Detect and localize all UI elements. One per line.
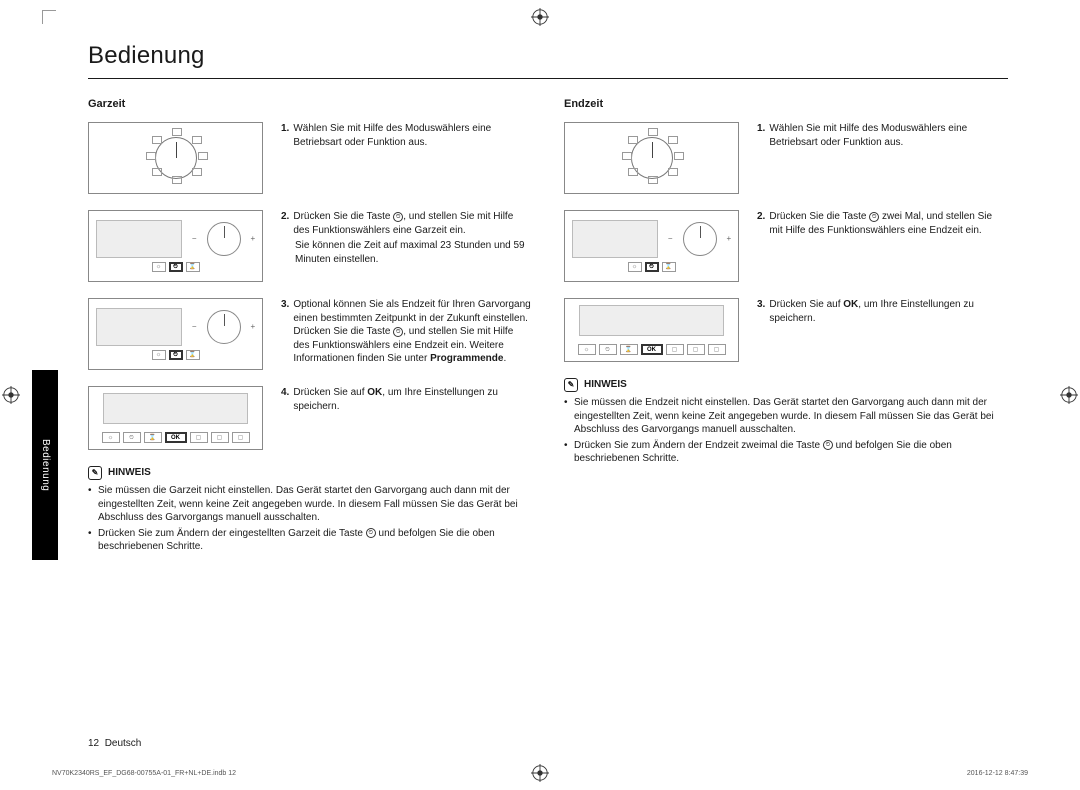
display-icon xyxy=(572,220,658,258)
column-garzeit: Garzeit xyxy=(88,97,532,555)
print-footer-left: NV70K2340RS_EF_DG68-00755A-01_FR+NL+DE.i… xyxy=(52,769,236,778)
page-footer: 12 Deutsch xyxy=(88,737,141,751)
page-number: 12 xyxy=(88,738,99,749)
hinweis-heading: ✎ HINWEIS xyxy=(564,378,1008,392)
clock-icon: ⏲ xyxy=(823,440,833,450)
page-title: Bedienung xyxy=(88,40,1008,72)
step-text: Drücken Sie auf OK, um Ihre Einstellunge… xyxy=(293,386,532,413)
heading-endzeit: Endzeit xyxy=(564,97,1008,112)
step-text: Drücken Sie die Taste ⏲, und stellen Sie… xyxy=(293,210,532,237)
dial-icon xyxy=(207,222,241,256)
step-text: Optional können Sie als Endzeit für Ihre… xyxy=(293,298,532,366)
step-subtext: Sie können die Zeit auf maximal 23 Stund… xyxy=(295,239,532,266)
dial-icon xyxy=(683,222,717,256)
mode-dial-icon xyxy=(155,137,197,179)
hinweis-item: Drücken Sie zum Ändern der eingestellten… xyxy=(88,527,532,554)
figure-display-dial-1: −+ ☼⏲⌛ xyxy=(88,210,263,282)
hinweis-heading: ✎ HINWEIS xyxy=(88,466,532,480)
figure-display-dial-2: −+ ☼⏲⌛ xyxy=(88,298,263,370)
crop-mark xyxy=(42,10,56,24)
step-num: 3. xyxy=(281,298,289,366)
step-num: 4. xyxy=(281,386,289,413)
display-icon xyxy=(96,308,182,346)
side-tab: Bedienung xyxy=(32,370,58,560)
hinweis-item: Sie müssen die Garzeit nicht einstellen.… xyxy=(88,484,532,525)
hinweis-list: Sie müssen die Garzeit nicht einstellen.… xyxy=(88,484,532,554)
registration-mark-bottom xyxy=(531,764,549,782)
dial-icon xyxy=(207,310,241,344)
display-icon xyxy=(579,305,724,336)
title-rule xyxy=(88,78,1008,79)
step-num: 2. xyxy=(757,210,765,237)
step-num: 3. xyxy=(757,298,765,325)
figure-mode-dial xyxy=(88,122,263,194)
ok-button-icon: OK xyxy=(641,344,663,355)
step-num: 1. xyxy=(281,122,289,149)
clock-icon: ⏲ xyxy=(366,528,376,538)
registration-mark-right xyxy=(1060,386,1078,404)
ok-button-icon: OK xyxy=(165,432,187,443)
clock-icon: ⏲ xyxy=(393,327,403,337)
note-icon: ✎ xyxy=(564,378,578,392)
step-num: 2. xyxy=(281,210,289,237)
registration-mark-left xyxy=(2,386,20,404)
note-icon: ✎ xyxy=(88,466,102,480)
step-text: Wählen Sie mit Hilfe des Moduswählers ei… xyxy=(769,122,1008,149)
hinweis-item: Sie müssen die Endzeit nicht einstellen.… xyxy=(564,396,1008,437)
clock-icon: ⏲ xyxy=(393,212,403,222)
step-num: 1. xyxy=(757,122,765,149)
hinweis-list: Sie müssen die Endzeit nicht einstellen.… xyxy=(564,396,1008,466)
clock-icon: ⏲ xyxy=(869,212,879,222)
figure-display-wide: ☼⏲⌛ OK ▢▢▢ xyxy=(564,298,739,362)
registration-mark-top xyxy=(531,8,549,26)
hinweis-item: Drücken Sie zum Ändern der Endzeit zweim… xyxy=(564,439,1008,466)
column-endzeit: Endzeit xyxy=(564,97,1008,555)
page-content: Bedienung Garzeit xyxy=(88,40,1008,750)
step-text: Drücken Sie auf OK, um Ihre Einstellunge… xyxy=(769,298,1008,325)
figure-display-wide: ☼⏲⌛ OK ▢▢▢ xyxy=(88,386,263,450)
figure-display-dial: −+ ☼⏲⌛ xyxy=(564,210,739,282)
figure-mode-dial xyxy=(564,122,739,194)
heading-garzeit: Garzeit xyxy=(88,97,532,112)
display-icon xyxy=(96,220,182,258)
step-text: Wählen Sie mit Hilfe des Moduswählers ei… xyxy=(293,122,532,149)
page-lang: Deutsch xyxy=(105,738,142,749)
print-footer-right: 2016-12-12 8:47:39 xyxy=(967,769,1028,778)
display-icon xyxy=(103,393,248,424)
step-text: Drücken Sie die Taste ⏲ zwei Mal, und st… xyxy=(769,210,1008,237)
mode-dial-icon xyxy=(631,137,673,179)
